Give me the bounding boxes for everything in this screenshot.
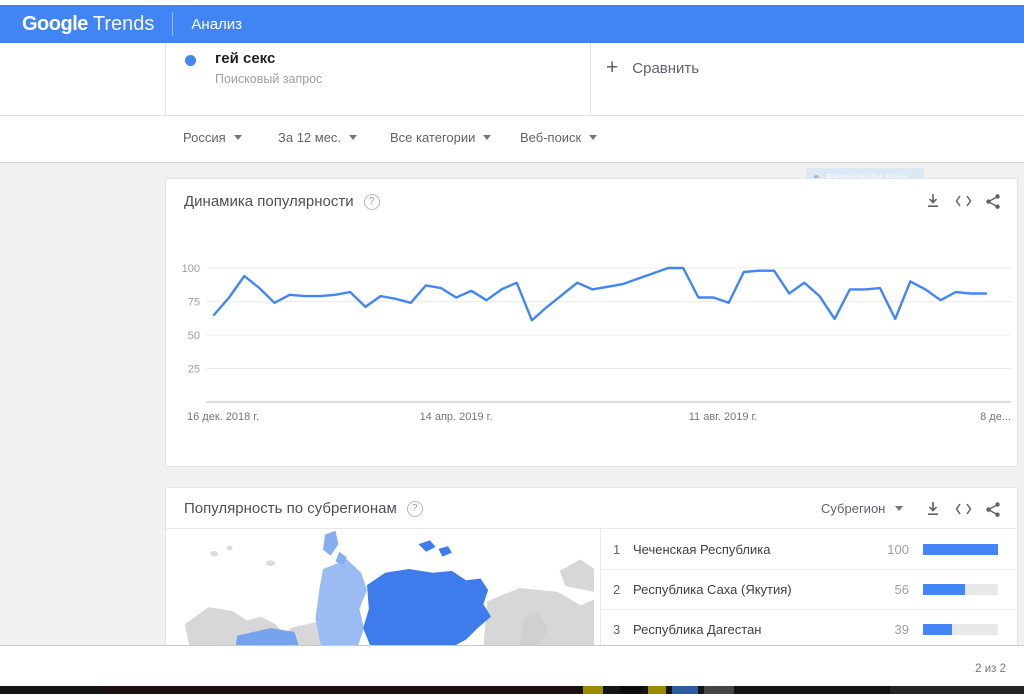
- cropped-sliver: [672, 686, 698, 694]
- trend-line-chart[interactable]: 100 75 50 25 16 дек. 2018 г. 14 апр. 2019 г. 1…: [166, 224, 1019, 466]
- chevron-down-icon: [895, 506, 904, 511]
- value-bar-track: [923, 624, 998, 635]
- row-region-name: Республика Саха (Якутия): [633, 582, 792, 597]
- filter-search-type-dropdown[interactable]: Веб-поиск: [520, 130, 598, 145]
- subregion-card-title: Популярность по субрегионам: [184, 500, 397, 517]
- query-bar: [0, 43, 1024, 116]
- svg-text:75: 75: [188, 297, 200, 309]
- card-header-divider: [166, 528, 1017, 529]
- cropped-content-bar: [0, 686, 1024, 694]
- value-bar-fill: [923, 543, 998, 555]
- value-bar-track: [923, 584, 998, 595]
- svg-text:11 авг. 2019 г.: 11 авг. 2019 г.: [689, 411, 757, 423]
- pagination-label: 2 из 2: [975, 663, 1006, 675]
- row-rank: 1: [613, 541, 621, 557]
- share-icon[interactable]: [984, 192, 1002, 210]
- logo-trends-text: Trends: [92, 12, 155, 35]
- cropped-sliver: [648, 686, 666, 694]
- subregions-map[interactable]: [180, 530, 594, 648]
- download-icon[interactable]: [924, 192, 942, 210]
- search-term[interactable]: гей секс: [215, 50, 276, 67]
- filter-bar: [0, 116, 1024, 163]
- filter-search-type-label: Веб-поиск: [520, 130, 582, 145]
- table-row[interactable]: 2 Республика Саха (Якутия) 56: [601, 569, 1017, 609]
- search-term-type: Поисковый запрос: [215, 72, 323, 86]
- svg-text:14 апр. 2019 г.: 14 апр. 2019 г.: [420, 411, 493, 423]
- plus-icon: +: [606, 56, 619, 79]
- page-footer: [0, 645, 1024, 687]
- row-region-name: Республика Дагестан: [633, 622, 762, 637]
- embed-icon[interactable]: [954, 192, 972, 210]
- trend-card-title: Динамика популярности: [184, 193, 354, 210]
- subregion-list: 1 Чеченская Республика 100 2 Республика …: [601, 529, 1017, 649]
- cropped-sliver: [620, 686, 642, 694]
- svg-text:16 дек. 2018 г.: 16 дек. 2018 г.: [187, 411, 259, 423]
- map-list-divider: [600, 529, 601, 662]
- snip-dot-icon: [814, 175, 819, 180]
- series-color-dot: [185, 55, 196, 66]
- chevron-down-icon: [483, 135, 492, 140]
- query-bar-divider-left: [165, 43, 166, 115]
- filter-time-label: За 12 мес.: [278, 130, 342, 145]
- cropped-sliver: [100, 686, 580, 694]
- embed-icon[interactable]: [954, 500, 972, 518]
- svg-text:100: 100: [182, 263, 200, 275]
- filter-category-label: Все категории: [390, 130, 476, 145]
- filter-time-dropdown[interactable]: За 12 мес.: [278, 130, 358, 145]
- filter-region-dropdown[interactable]: Россия: [183, 130, 242, 145]
- interest-over-time-card: Динамика популярности ? 100 75 50 25 16 дек.…: [165, 178, 1018, 467]
- row-value: 56: [894, 582, 909, 597]
- table-row[interactable]: 1 Чеченская Республика 100: [601, 529, 1017, 569]
- value-bar-fill: [923, 624, 952, 635]
- query-bar-divider-right: [590, 43, 591, 115]
- filter-category-dropdown[interactable]: Все категории: [390, 130, 492, 145]
- header-divider: [172, 12, 174, 36]
- cropped-sliver: [704, 686, 734, 694]
- subregion-sort-label: Субрегион: [821, 501, 886, 516]
- table-row[interactable]: 3 Республика Дагестан 39: [601, 609, 1017, 649]
- add-comparison-button[interactable]: + Сравнить: [606, 56, 699, 80]
- row-rank: 2: [613, 582, 621, 597]
- row-value: 39: [894, 622, 909, 637]
- row-rank: 3: [613, 622, 621, 637]
- value-bar-fill: [923, 584, 965, 595]
- svg-text:25: 25: [188, 364, 200, 376]
- help-icon[interactable]: ?: [363, 193, 380, 210]
- nav-item-explore[interactable]: Анализ: [191, 15, 243, 33]
- svg-text:8 де...: 8 де...: [980, 411, 1011, 423]
- share-icon[interactable]: [984, 500, 1002, 518]
- filter-region-label: Россия: [183, 130, 226, 145]
- chevron-down-icon: [589, 135, 598, 140]
- logo-google-text: Google: [22, 12, 88, 35]
- interest-by-subregion-card: Популярность по субрегионам ? Субрегион: [165, 487, 1018, 662]
- app-header: Google Trends Анализ: [0, 5, 1024, 43]
- download-icon[interactable]: [924, 500, 942, 518]
- subregion-sort-dropdown[interactable]: Субрегион: [821, 501, 904, 516]
- help-icon[interactable]: ?: [406, 500, 423, 517]
- compare-label: Сравнить: [632, 59, 700, 77]
- svg-text:50: 50: [188, 330, 200, 342]
- google-trends-logo[interactable]: Google Trends: [22, 13, 154, 36]
- row-value: 100: [887, 541, 909, 557]
- chevron-down-icon: [233, 135, 242, 140]
- row-region-name: Чеченская Республика: [633, 541, 771, 557]
- cropped-sliver: [583, 686, 603, 694]
- cropped-sliver: [890, 686, 1024, 694]
- chevron-down-icon: [349, 135, 358, 140]
- value-bar-track: [923, 543, 998, 555]
